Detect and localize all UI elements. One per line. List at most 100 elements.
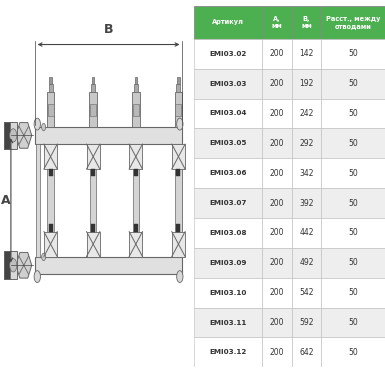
FancyBboxPatch shape <box>176 84 181 92</box>
FancyBboxPatch shape <box>49 77 52 84</box>
Text: EMI03.04: EMI03.04 <box>209 111 247 116</box>
Text: 200: 200 <box>270 169 284 178</box>
Circle shape <box>177 271 183 283</box>
Text: EMI03.07: EMI03.07 <box>209 200 247 206</box>
FancyBboxPatch shape <box>262 308 291 338</box>
Text: EMI03.12: EMI03.12 <box>209 349 247 355</box>
FancyBboxPatch shape <box>176 169 181 177</box>
FancyBboxPatch shape <box>194 248 262 278</box>
FancyBboxPatch shape <box>90 144 96 257</box>
Text: Расст., между
отводами: Расст., между отводами <box>326 16 380 29</box>
Text: 200: 200 <box>270 79 284 88</box>
FancyBboxPatch shape <box>134 169 138 177</box>
FancyBboxPatch shape <box>321 278 385 308</box>
Text: 50: 50 <box>348 229 358 237</box>
Text: 392: 392 <box>299 198 314 207</box>
FancyBboxPatch shape <box>87 232 100 257</box>
FancyBboxPatch shape <box>48 104 54 116</box>
Circle shape <box>10 259 17 272</box>
Text: 50: 50 <box>348 348 358 357</box>
FancyBboxPatch shape <box>47 92 54 127</box>
FancyBboxPatch shape <box>4 121 10 149</box>
Circle shape <box>34 118 40 130</box>
FancyBboxPatch shape <box>262 338 291 367</box>
FancyBboxPatch shape <box>291 218 321 248</box>
FancyBboxPatch shape <box>321 99 385 128</box>
FancyBboxPatch shape <box>176 224 181 232</box>
FancyBboxPatch shape <box>262 6 291 39</box>
FancyBboxPatch shape <box>194 308 262 338</box>
FancyBboxPatch shape <box>262 69 291 99</box>
Circle shape <box>10 129 17 142</box>
Text: 592: 592 <box>299 318 314 327</box>
FancyBboxPatch shape <box>321 128 385 158</box>
FancyBboxPatch shape <box>321 6 385 39</box>
FancyBboxPatch shape <box>134 84 138 92</box>
FancyBboxPatch shape <box>262 158 291 188</box>
FancyBboxPatch shape <box>194 99 262 128</box>
Text: 242: 242 <box>299 109 313 118</box>
Circle shape <box>177 118 183 130</box>
FancyBboxPatch shape <box>321 338 385 367</box>
FancyBboxPatch shape <box>291 158 321 188</box>
Text: EMI03.02: EMI03.02 <box>209 51 247 57</box>
FancyBboxPatch shape <box>321 188 385 218</box>
FancyBboxPatch shape <box>4 252 10 279</box>
Text: EMI03.08: EMI03.08 <box>209 230 247 236</box>
FancyBboxPatch shape <box>90 104 96 116</box>
Text: 200: 200 <box>270 258 284 267</box>
FancyBboxPatch shape <box>291 39 321 69</box>
Text: 50: 50 <box>348 318 358 327</box>
Text: Артикул: Артикул <box>212 19 244 25</box>
Text: 442: 442 <box>299 229 314 237</box>
FancyBboxPatch shape <box>194 6 262 39</box>
Text: EMI03.09: EMI03.09 <box>209 260 247 266</box>
Text: 200: 200 <box>270 49 284 58</box>
FancyBboxPatch shape <box>89 92 97 127</box>
FancyBboxPatch shape <box>262 278 291 308</box>
FancyBboxPatch shape <box>194 69 262 99</box>
Text: 200: 200 <box>270 318 284 327</box>
FancyBboxPatch shape <box>262 99 291 128</box>
Text: 50: 50 <box>348 198 358 207</box>
FancyBboxPatch shape <box>194 338 262 367</box>
Text: 142: 142 <box>299 49 313 58</box>
Text: 542: 542 <box>299 288 314 297</box>
Text: 50: 50 <box>348 288 358 297</box>
Text: 492: 492 <box>299 258 314 267</box>
FancyBboxPatch shape <box>91 169 95 177</box>
Text: 50: 50 <box>348 109 358 118</box>
Text: 200: 200 <box>270 288 284 297</box>
FancyBboxPatch shape <box>321 69 385 99</box>
FancyBboxPatch shape <box>291 308 321 338</box>
Circle shape <box>42 123 45 131</box>
FancyBboxPatch shape <box>194 218 262 248</box>
FancyBboxPatch shape <box>291 278 321 308</box>
FancyBboxPatch shape <box>172 144 185 169</box>
FancyBboxPatch shape <box>36 144 40 257</box>
FancyBboxPatch shape <box>262 218 291 248</box>
FancyBboxPatch shape <box>4 121 17 149</box>
FancyBboxPatch shape <box>49 224 52 232</box>
FancyBboxPatch shape <box>291 128 321 158</box>
FancyBboxPatch shape <box>49 84 52 92</box>
FancyBboxPatch shape <box>262 188 291 218</box>
Text: А,
мм: А, мм <box>271 16 282 29</box>
FancyBboxPatch shape <box>92 77 94 84</box>
FancyBboxPatch shape <box>291 99 321 128</box>
FancyBboxPatch shape <box>129 232 142 257</box>
FancyBboxPatch shape <box>291 69 321 99</box>
FancyBboxPatch shape <box>133 144 139 257</box>
FancyBboxPatch shape <box>87 144 100 169</box>
FancyBboxPatch shape <box>177 144 182 257</box>
FancyBboxPatch shape <box>321 248 385 278</box>
FancyBboxPatch shape <box>321 218 385 248</box>
FancyBboxPatch shape <box>129 144 142 169</box>
Text: EMI03.05: EMI03.05 <box>209 140 247 146</box>
FancyBboxPatch shape <box>4 252 17 279</box>
FancyBboxPatch shape <box>91 84 95 92</box>
FancyBboxPatch shape <box>291 338 321 367</box>
FancyBboxPatch shape <box>177 77 180 84</box>
Text: В,
мм: В, мм <box>301 16 312 29</box>
FancyBboxPatch shape <box>175 92 182 127</box>
